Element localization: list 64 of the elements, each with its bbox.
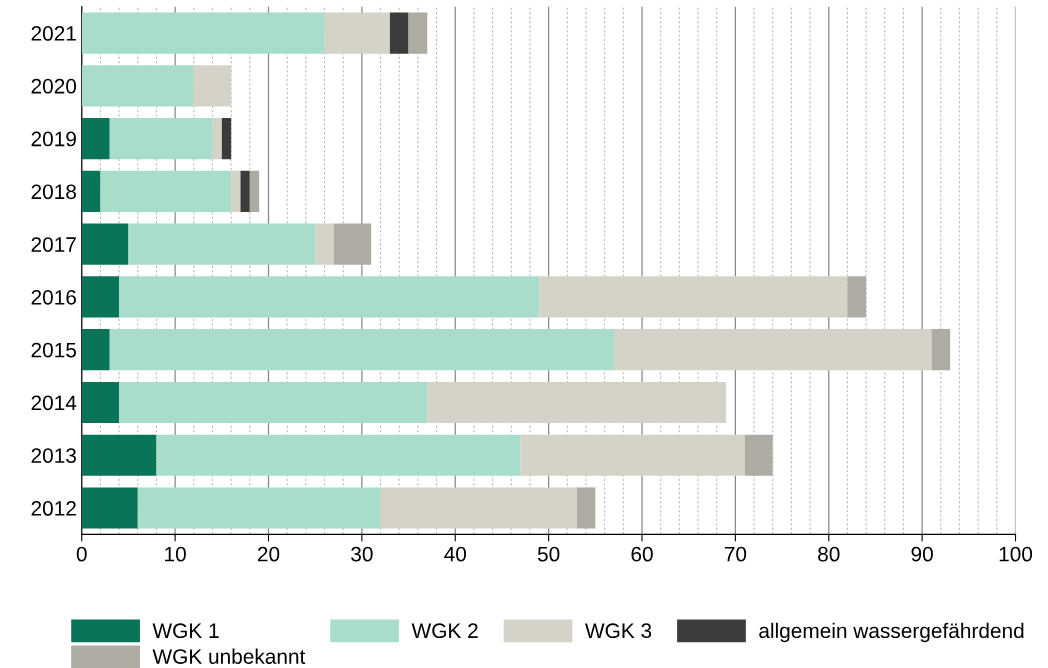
legend-label: WGK 3 — [585, 623, 652, 639]
bar — [389, 12, 409, 54]
bar — [212, 118, 222, 160]
legend-label: allgemein wassergefährdend — [759, 622, 1024, 643]
x-tick-label: 100 — [999, 546, 1033, 562]
x-tick-label: 50 — [537, 546, 560, 562]
x-tick-label: 0 — [76, 546, 87, 562]
y-tick-label: 2021 — [31, 26, 76, 41]
bar — [249, 170, 260, 212]
x-tick-label: 20 — [257, 546, 280, 562]
x-tick-label: 30 — [351, 546, 373, 562]
y-tick-label: 2012 — [31, 501, 76, 516]
bar — [193, 65, 232, 107]
y-tick-label: 2018 — [31, 184, 76, 200]
y-tick-label: 2015 — [31, 342, 77, 358]
bar — [137, 487, 381, 529]
y-tick-label: 2014 — [31, 395, 77, 411]
y-tick-label: 2016 — [31, 289, 76, 305]
x-tick-label: 90 — [911, 546, 933, 562]
bar — [156, 434, 521, 476]
bar — [109, 118, 213, 160]
bar — [81, 487, 138, 529]
bar — [520, 434, 745, 476]
bar — [576, 487, 596, 529]
bar — [81, 118, 110, 160]
bar — [333, 223, 372, 265]
bar — [240, 170, 250, 212]
bar — [380, 487, 577, 529]
y-tick-label: 2013 — [31, 448, 76, 463]
bar — [744, 434, 773, 476]
x-tick-label: 70 — [724, 546, 747, 562]
bar — [427, 381, 727, 424]
y-tick-label: 2017 — [31, 237, 76, 252]
bar — [81, 329, 110, 371]
bar — [81, 434, 157, 476]
bar — [847, 276, 867, 318]
x-tick-label: 60 — [631, 546, 653, 562]
bar — [81, 12, 325, 54]
bar — [81, 381, 120, 424]
bar — [119, 381, 428, 424]
bar — [931, 329, 951, 371]
legend-label: WGK 2 — [411, 623, 478, 639]
bar — [81, 223, 129, 265]
bar — [539, 276, 848, 318]
x-tick-label: 40 — [444, 546, 467, 562]
bar — [81, 170, 101, 212]
bar — [231, 170, 241, 212]
bar — [119, 276, 540, 318]
bar — [221, 118, 232, 160]
bar — [100, 170, 232, 212]
y-tick-label: 2019 — [31, 131, 76, 147]
bar — [408, 12, 428, 54]
y-tick-label: 2020 — [31, 78, 77, 94]
bar — [128, 223, 316, 265]
bar — [81, 276, 120, 318]
bar — [81, 65, 194, 107]
legend-label: WGK 1 — [152, 623, 219, 639]
bar — [109, 329, 614, 371]
x-tick-label: 10 — [165, 546, 186, 562]
bar — [324, 12, 390, 54]
bar — [315, 223, 334, 265]
legend-label: WGK unbekannt — [152, 648, 306, 664]
bar — [613, 329, 932, 371]
x-tick-label: 80 — [818, 546, 840, 562]
